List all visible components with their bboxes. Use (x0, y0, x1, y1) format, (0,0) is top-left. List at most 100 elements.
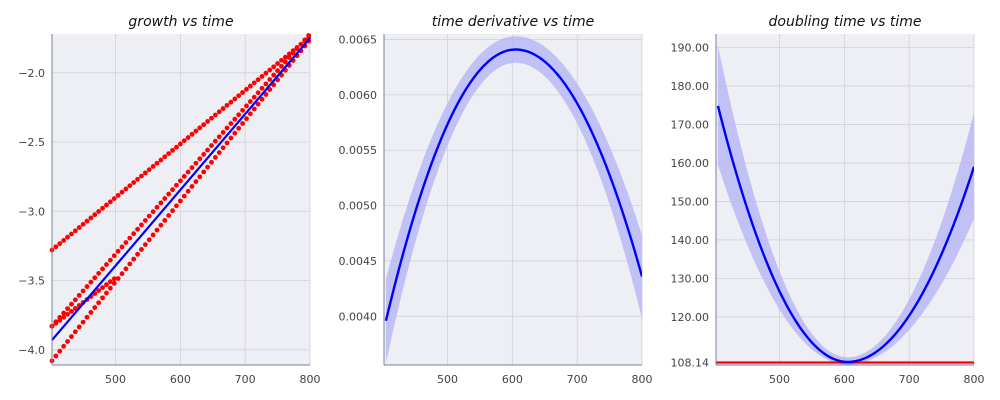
scatter-point (255, 101, 261, 107)
panel-title: time derivative vs time (432, 14, 594, 30)
scatter-point (84, 314, 90, 320)
scatter-point (69, 231, 74, 237)
scatter-point (139, 247, 144, 252)
scatter-point (286, 55, 292, 60)
y-tick-label: 0.0050 (339, 200, 378, 213)
scatter-point (69, 308, 74, 314)
scatter-point (197, 125, 203, 131)
scatter-point (119, 244, 125, 250)
scatter-point (209, 143, 214, 149)
scatter-point (220, 145, 226, 151)
scatter-point (255, 90, 261, 96)
y-tick-label: −2.5 (18, 136, 45, 149)
scatter-point (185, 169, 191, 175)
scatter-point (286, 51, 292, 57)
scatter-point (267, 87, 273, 92)
scatter-point (119, 271, 125, 277)
scatter-point (142, 218, 148, 223)
scatter-point (96, 288, 102, 294)
scatter-point (123, 186, 129, 192)
plot-area (716, 34, 974, 365)
fit-line (51, 37, 311, 341)
panel-derivative: 500 600 700 800 0.0040 0.0045 0.0050 0.0055 0.00… (339, 14, 653, 386)
scatter-point (142, 242, 148, 247)
scatter-point (162, 154, 168, 160)
scatter-point (115, 248, 121, 254)
scatter-point (111, 276, 117, 282)
scatter-point (135, 251, 140, 257)
scatter-point (244, 103, 249, 109)
scatter-point (205, 119, 210, 124)
scatter-point (275, 61, 280, 66)
scatter-point (65, 234, 70, 240)
y-tick-label: 108.14 (671, 357, 710, 370)
scatter-point (139, 222, 144, 228)
scatter-point (127, 183, 133, 189)
y-tick-label: 0.0040 (339, 310, 378, 323)
scatter-point (185, 135, 191, 140)
scatter-point (298, 41, 304, 47)
scatter-point (267, 77, 273, 82)
scatter-point (282, 59, 288, 65)
scatter-point (131, 180, 137, 185)
scatter-point (162, 217, 168, 223)
scatter-point (174, 182, 179, 188)
scatter-point (80, 288, 86, 294)
panel-title: growth vs time (128, 14, 233, 30)
scatter-point (61, 314, 67, 320)
scatter-point (80, 319, 86, 325)
scatter-point (177, 198, 183, 204)
scatter-point (53, 320, 59, 326)
scatter-point (61, 310, 67, 316)
scatter-point (212, 138, 218, 144)
scatter-point (259, 96, 265, 102)
scatter-point (61, 343, 67, 349)
scatter-point (104, 282, 109, 288)
scatter-point (193, 160, 199, 166)
scatter-point (158, 157, 164, 163)
scatter-point (146, 213, 152, 219)
y-tick-label: 0.0065 (339, 34, 378, 47)
scatter-point (92, 275, 98, 281)
scatter-point (181, 138, 187, 144)
scatter-point (228, 121, 234, 126)
scatter-point (232, 96, 238, 102)
scatter-point (228, 99, 234, 105)
scatter-point (220, 106, 226, 111)
scatter-point (131, 231, 137, 237)
scatter-point (275, 68, 280, 74)
scatter-point (127, 261, 133, 267)
x-tick-label: 600 (502, 373, 523, 386)
scatter-point (92, 305, 98, 310)
scatter-point (107, 257, 113, 263)
scatter-point (290, 48, 296, 54)
scatter-point (150, 164, 156, 169)
scatter-point (100, 295, 105, 301)
scatter-point (146, 167, 152, 173)
scatter-point (174, 144, 179, 150)
scatter-point (69, 334, 74, 340)
scatter-point (228, 135, 234, 141)
y-tick-label: 140.00 (671, 234, 710, 247)
scatter-point (251, 94, 257, 100)
scatter-point (224, 140, 230, 146)
scatter-point (193, 128, 199, 134)
scatter-point (65, 339, 70, 344)
scatter-point (197, 174, 203, 180)
scatter-point (135, 176, 140, 182)
confidence-band (717, 45, 974, 365)
scatter-point (65, 306, 70, 311)
scatter-point (57, 348, 63, 354)
scatter-point (154, 227, 160, 233)
scatter-point (111, 280, 117, 286)
scatter-point (100, 285, 105, 291)
y-tick-label: 150.00 (671, 195, 710, 208)
scatter-point (123, 240, 129, 245)
scatter-point (181, 193, 187, 199)
scatter-point (201, 152, 207, 157)
scatter-point (279, 57, 284, 63)
panel-growth: 500 600 700 800 −4.0 −3.5 −3.0 −2.5 −2.0 growth v… (18, 14, 320, 386)
scatter-point (267, 67, 273, 73)
scatter-point (282, 54, 288, 60)
scatter-point (115, 192, 121, 198)
